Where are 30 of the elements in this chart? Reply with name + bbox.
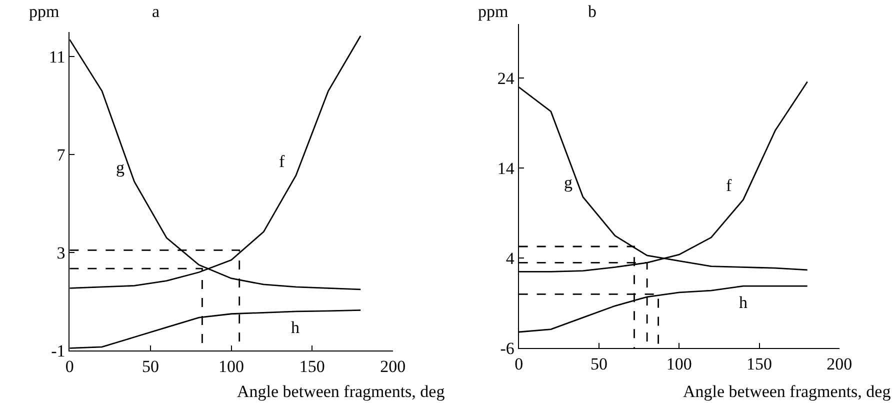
series-label: f bbox=[726, 176, 732, 195]
series-label: h bbox=[291, 318, 300, 337]
y-axis-title: ppm bbox=[478, 2, 508, 21]
x-tick-label: 150 bbox=[299, 357, 325, 376]
x-tick-label: 200 bbox=[826, 354, 852, 374]
x-tick-label: 50 bbox=[142, 357, 159, 376]
y-tick-label: 24 bbox=[497, 69, 515, 88]
x-axis-title: Angle between fragments, deg bbox=[683, 382, 892, 401]
x-tick-label: 150 bbox=[746, 354, 772, 374]
x-tick-label: 200 bbox=[380, 357, 406, 376]
chart-title: b bbox=[588, 2, 596, 21]
x-tick-label: 0 bbox=[65, 357, 74, 376]
y-tick-label: 7 bbox=[56, 146, 66, 165]
x-tick-label: 0 bbox=[514, 354, 524, 374]
y-tick-label: 14 bbox=[497, 159, 515, 178]
x-axis-title: Angle between fragments, deg bbox=[237, 382, 446, 401]
series-label: f bbox=[279, 152, 285, 171]
y-tick-label: 4 bbox=[506, 249, 515, 268]
x-tick-label: 100 bbox=[666, 354, 692, 374]
y-tick-label: -6 bbox=[500, 339, 514, 358]
y-tick-label: -1 bbox=[51, 342, 66, 361]
series-label: h bbox=[739, 293, 748, 312]
y-axis-title: ppm bbox=[29, 2, 60, 21]
x-tick-label: 50 bbox=[590, 354, 608, 374]
x-tick-label: 100 bbox=[218, 357, 244, 376]
series-label: g bbox=[564, 173, 573, 192]
chart-title: a bbox=[152, 2, 160, 21]
y-tick-label: 3 bbox=[56, 244, 66, 263]
series-label: g bbox=[116, 158, 125, 177]
y-tick-label: 11 bbox=[48, 48, 66, 67]
